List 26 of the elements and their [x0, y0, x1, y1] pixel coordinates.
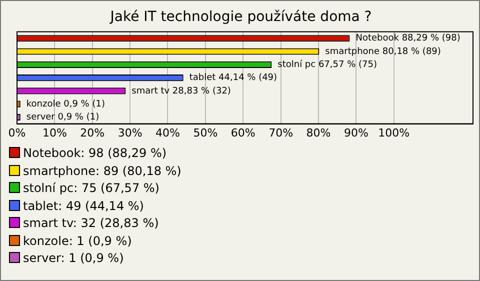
legend-label: tablet: 49 (44,14 %) — [22, 198, 145, 214]
legend-label: server: 1 (0,9 %) — [22, 250, 125, 267]
data-label: konzole 0,9 % (1) — [26, 99, 105, 110]
legend-label: smart tv: 32 (28,83 %) — [22, 215, 160, 232]
x-tick-label: 10% — [42, 126, 67, 140]
x-tick-label: 50% — [193, 126, 218, 140]
x-tick-label: 20% — [80, 126, 105, 140]
chart-title: Jaké IT technologie používáte doma ? — [109, 9, 372, 26]
data-label: Notebook 88,29 % (98) — [356, 34, 460, 44]
legend-label: Notebook: 98 (88,29 %) — [22, 145, 168, 162]
x-tick-label: 80% — [306, 126, 331, 140]
legend-label: konzole: 1 (0,9 %) — [22, 232, 133, 250]
x-tick-label: 0% — [8, 126, 26, 140]
data-label: tablet 44,14 % (49) — [189, 73, 278, 84]
data-label: smart tv 28,83 % (32) — [132, 86, 231, 96]
x-tick-label: 60% — [230, 126, 256, 140]
data-label: smartphone 80,18 % (89) — [325, 46, 441, 57]
x-tick-label: 30% — [118, 126, 142, 140]
data-label: stolní pc 67,57 % (75) — [278, 59, 377, 70]
x-tick-label: 40% — [156, 126, 180, 140]
legend-label: smartphone: 89 (80,18 %) — [22, 162, 182, 180]
x-tick-label: 100% — [378, 126, 410, 140]
legend-label: stolní pc: 75 (67,57 %) — [22, 180, 160, 197]
x-tick-label: 70% — [268, 126, 294, 140]
x-tick-label: 90% — [344, 126, 368, 140]
data-label: server 0,9 % (1) — [26, 112, 100, 123]
